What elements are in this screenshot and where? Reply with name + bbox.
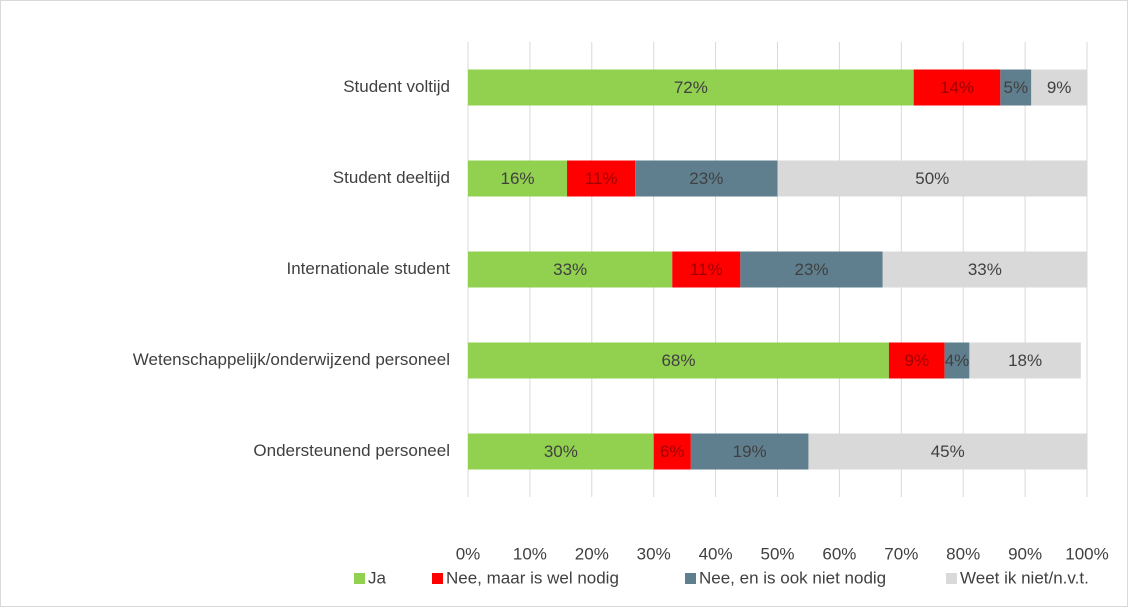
bar-segment xyxy=(777,160,1087,197)
bar-segment xyxy=(882,251,1087,288)
bar-segment xyxy=(740,251,883,288)
x-tick-label: 50% xyxy=(760,544,794,563)
x-tick-label: 20% xyxy=(575,544,609,563)
bar-segment xyxy=(672,251,741,288)
bar-segment xyxy=(468,251,673,288)
data-label: 50% xyxy=(915,169,949,188)
legend-swatch xyxy=(685,573,696,584)
data-label: 4% xyxy=(945,351,970,370)
data-label: 5% xyxy=(1004,78,1029,97)
data-label: 6% xyxy=(660,442,685,461)
bar-segment xyxy=(468,69,914,106)
legend-label: Nee, en is ook niet nodig xyxy=(699,568,886,587)
bar-segment xyxy=(468,433,654,470)
data-label: 23% xyxy=(689,169,723,188)
data-label: 16% xyxy=(501,169,535,188)
y-tick-label: Internationale student xyxy=(286,259,450,278)
x-tick-label: 30% xyxy=(637,544,671,563)
y-tick-label: Student deeltijd xyxy=(333,168,450,187)
data-label: 33% xyxy=(553,260,587,279)
x-tick-label: 0% xyxy=(456,544,481,563)
bar-segment xyxy=(1031,69,1087,106)
x-tick-label: 100% xyxy=(1065,544,1108,563)
legend-swatch xyxy=(432,573,443,584)
data-label: 68% xyxy=(661,351,695,370)
bar-segment xyxy=(653,433,691,470)
bar-segment xyxy=(888,342,945,379)
bar-segment xyxy=(1000,69,1032,106)
y-tick-label: Ondersteunend personeel xyxy=(253,441,450,460)
legend-label: Weet ik niet/n.v.t. xyxy=(960,568,1089,587)
data-label: 45% xyxy=(931,442,965,461)
y-tick-label: Student voltijd xyxy=(343,77,450,96)
legend-swatch xyxy=(354,573,365,584)
bar-segment xyxy=(944,342,970,379)
bar-segment xyxy=(690,433,809,470)
bar-segment xyxy=(913,69,1001,106)
data-label: 14% xyxy=(940,78,974,97)
x-tick-label: 10% xyxy=(513,544,547,563)
data-label: 18% xyxy=(1008,351,1042,370)
data-label: 23% xyxy=(795,260,829,279)
x-tick-label: 80% xyxy=(946,544,980,563)
data-label: 19% xyxy=(733,442,767,461)
x-tick-label: 60% xyxy=(822,544,856,563)
data-label: 9% xyxy=(904,351,929,370)
data-label: 30% xyxy=(544,442,578,461)
bar-segment xyxy=(808,433,1087,470)
bar-segment xyxy=(969,342,1081,379)
data-label: 9% xyxy=(1047,78,1072,97)
y-tick-label: Wetenschappelijk/onderwijzend personeel xyxy=(133,350,450,369)
x-tick-label: 40% xyxy=(699,544,733,563)
legend-label: Ja xyxy=(368,568,387,587)
bar-segment xyxy=(635,160,778,197)
legend-swatch xyxy=(946,573,957,584)
data-label: 33% xyxy=(968,260,1002,279)
legend-label: Nee, maar is wel nodig xyxy=(446,568,619,587)
data-label: 11% xyxy=(585,169,618,188)
x-tick-label: 70% xyxy=(884,544,918,563)
data-label: 72% xyxy=(674,78,708,97)
bar-segment xyxy=(567,160,636,197)
x-tick-label: 90% xyxy=(1008,544,1042,563)
bar-segment xyxy=(468,160,568,197)
bar-segment xyxy=(468,342,889,379)
data-label: 11% xyxy=(690,260,723,279)
